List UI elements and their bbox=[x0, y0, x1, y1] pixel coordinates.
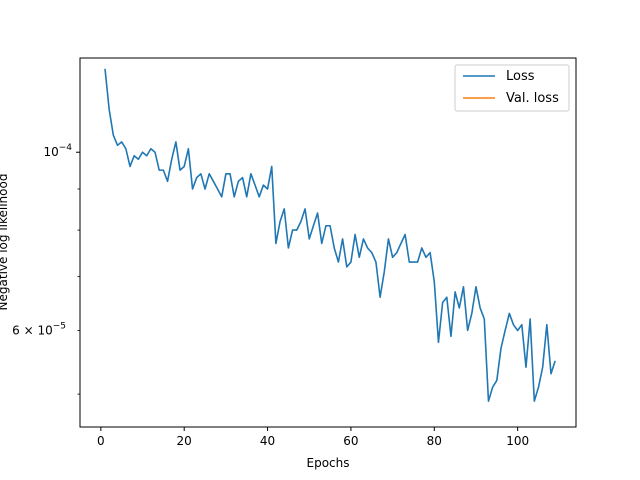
x-axis: 0 20 40 60 80 100 bbox=[97, 427, 529, 448]
y-axis: 10−4 6 × 10−5 bbox=[12, 143, 80, 395]
y-axis-label: Negative log likelihood bbox=[0, 174, 10, 311]
series-layer bbox=[104, 68, 556, 402]
y-minor-tick-label: 6 × 10−5 bbox=[12, 321, 66, 337]
x-axis-label: Epochs bbox=[307, 456, 350, 470]
x-tick-label: 0 bbox=[97, 434, 105, 448]
x-tick-label: 80 bbox=[427, 434, 442, 448]
y-major-tick-label: 10−4 bbox=[43, 143, 72, 159]
x-tick-label: 40 bbox=[260, 434, 275, 448]
legend-label-val-loss: Val. loss bbox=[506, 91, 559, 106]
x-tick-label: 20 bbox=[177, 434, 192, 448]
x-tick-label: 100 bbox=[506, 434, 529, 448]
legend: Loss Val. loss bbox=[454, 64, 570, 112]
x-tick-label: 60 bbox=[343, 434, 358, 448]
axes-frame bbox=[79, 57, 577, 428]
legend-label-loss: Loss bbox=[506, 69, 535, 84]
series-line-loss bbox=[104, 68, 556, 402]
